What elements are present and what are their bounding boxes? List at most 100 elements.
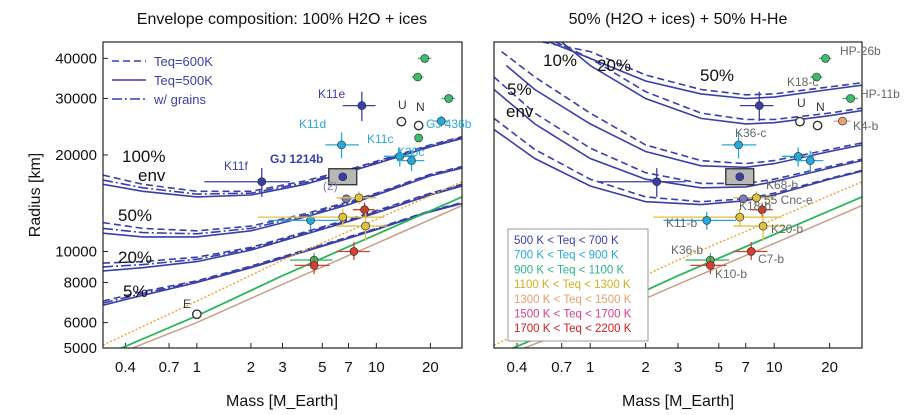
- legend-entry: 900 K < Teq < 1100 K: [514, 264, 625, 276]
- x-tick-label: 0.4: [115, 359, 136, 376]
- planet-label: K11-b: [666, 216, 697, 230]
- data-point: [752, 193, 761, 203]
- series-line: [549, 42, 862, 100]
- series-line: [103, 201, 462, 302]
- x-tick-label: 7: [742, 359, 750, 376]
- envelope-label: 10%: [543, 51, 577, 70]
- data-point: [757, 205, 767, 214]
- envelope-label: 20%: [118, 248, 152, 267]
- data-point: [735, 212, 745, 222]
- data-point: [191, 309, 202, 320]
- planet-label: K11e: [318, 87, 345, 101]
- envelope-label: 50%: [118, 206, 152, 225]
- data-point: [337, 140, 346, 150]
- panel-right: 50% (H2O + ices) + 50% H-He Mass [M_Eart…: [493, 11, 900, 410]
- legend-entry: 1100 K < Teq < 1300 K: [514, 279, 631, 291]
- data-point: [413, 72, 423, 82]
- data-point: [706, 261, 715, 270]
- planet-label: GJ 1214b: [270, 152, 323, 166]
- y-tick-label: 30000: [55, 90, 97, 107]
- planet-label: K18-b: [739, 199, 771, 213]
- data-point: [354, 193, 364, 203]
- data-point: [414, 133, 423, 143]
- data-point: [735, 172, 745, 182]
- series-line: [494, 117, 862, 203]
- series-line: [103, 185, 462, 272]
- legend-entry: Teq=600K: [154, 54, 213, 69]
- planet-label: N: [816, 100, 825, 114]
- axis-ticks-left: 0.4 0.7 1 2 3 5 7 10 20 5000 6000 8000 10000 20000 300…: [55, 50, 438, 376]
- x-tick-label: 5: [715, 359, 723, 376]
- y-tick-label: 5000: [64, 340, 97, 357]
- planet-label: K20c: [397, 145, 424, 159]
- y-tick-label: 20000: [55, 147, 97, 164]
- data-point: [444, 94, 454, 103]
- data-point: [413, 120, 424, 131]
- series-line: [103, 202, 462, 304]
- data-point: [846, 94, 855, 103]
- legend-box: [507, 228, 649, 342]
- plot-frame-left: [102, 41, 463, 349]
- x-tick-label: 3: [674, 359, 682, 376]
- series-line: [130, 204, 462, 348]
- planet-label: K36-b: [671, 243, 703, 257]
- chart-title-left: Envelope composition: 100% H2O + ices: [137, 11, 427, 28]
- data-point: [309, 261, 319, 270]
- x-axis-label-right: Mass [M_Earth]: [622, 393, 734, 410]
- data-point: [739, 194, 748, 204]
- series-line: [103, 184, 462, 268]
- planet-label: K20-b: [771, 222, 803, 236]
- data-point: [812, 72, 821, 82]
- legend-entry: 1500 K < Teq < 1700 K: [514, 309, 632, 321]
- y-tick-label: 6000: [64, 315, 97, 332]
- envelope-label: 20%: [597, 56, 631, 75]
- planet-label: (2): [323, 179, 338, 193]
- series-line: [119, 196, 462, 348]
- data-point: [758, 221, 768, 231]
- x-tick-label: 10: [368, 359, 385, 376]
- data-point: [361, 221, 370, 231]
- axis-ticks-right: 0.4 0.7 1 2 3 5 7 10 20: [507, 343, 838, 376]
- series-line: [555, 42, 862, 121]
- planet-label: E: [183, 297, 191, 311]
- data-point: [746, 247, 756, 256]
- y-axis-label: Radius [km]: [27, 153, 44, 237]
- y-tick-label: 40000: [55, 50, 97, 67]
- data-point: [338, 172, 348, 182]
- envelope-label: 100%: [122, 147, 165, 166]
- plot-frame-right: [493, 41, 863, 349]
- x-tick-label: 5: [318, 359, 326, 376]
- x-tick-label: 1: [193, 359, 201, 376]
- series-line: [494, 128, 862, 206]
- labels-right: 10% 20% 50% 5% env HP-26b K18-c HP-11b U N K4-b K36…: [506, 44, 900, 281]
- data-point: [360, 205, 369, 214]
- x-axis-label-left: Mass [M_Earth]: [226, 393, 338, 410]
- planet-label: U: [797, 96, 806, 110]
- planet-label: K68-b: [766, 178, 798, 192]
- planet-label: K18-c: [787, 75, 818, 89]
- planet-label: HP-26b: [840, 44, 881, 58]
- x-tick-label: 20: [422, 359, 439, 376]
- data-point: [838, 116, 847, 126]
- data-point: [420, 54, 430, 63]
- data-point: [652, 177, 662, 187]
- series-line: [542, 42, 862, 96]
- series-line: [103, 137, 462, 198]
- data-point: [805, 156, 815, 165]
- data-point: [734, 140, 743, 150]
- plot-area-left: [103, 54, 462, 348]
- x-tick-label: 10: [766, 359, 783, 376]
- data-point: [795, 116, 805, 127]
- data-point: [812, 120, 823, 131]
- x-tick-label: 7: [344, 359, 352, 376]
- data-point: [821, 54, 830, 63]
- series-line: [103, 181, 462, 346]
- x-tick-label: 0.7: [159, 359, 180, 376]
- data-point: [306, 216, 315, 225]
- series-line: [103, 136, 462, 195]
- y-tick-label: 10000: [55, 243, 97, 260]
- data-point: [357, 101, 367, 110]
- planet-label: K11f: [224, 159, 248, 173]
- planet-label: K36-c: [735, 126, 766, 140]
- y-tick-label: 8000: [64, 275, 97, 292]
